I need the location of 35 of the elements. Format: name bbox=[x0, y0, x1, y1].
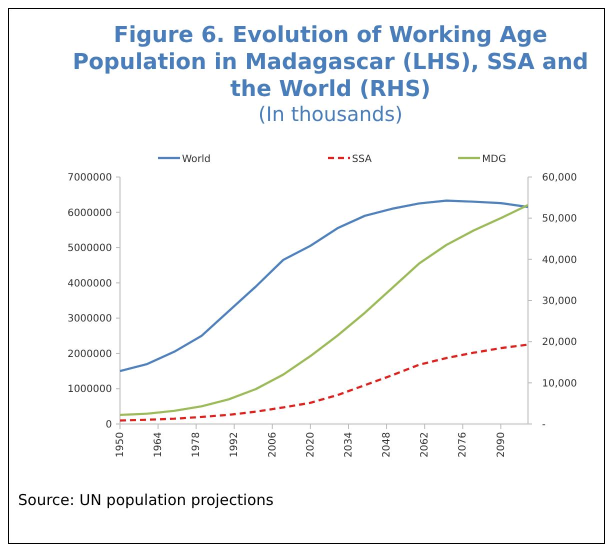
y2-tick-label: 60,000 bbox=[542, 172, 577, 184]
x-tick-label: 2020 bbox=[305, 432, 316, 458]
x-tick-label: 1978 bbox=[191, 432, 202, 458]
y-tick-label: 1000000 bbox=[67, 384, 112, 396]
y2-tick-label: 50,000 bbox=[542, 214, 577, 225]
y2-tick-label: 10,000 bbox=[542, 378, 577, 390]
y2-tick-label: 40,000 bbox=[542, 254, 577, 266]
source-note: Source: UN population projections bbox=[18, 491, 274, 509]
x-tick-label: 2090 bbox=[496, 432, 507, 458]
y-tick-label: 2000000 bbox=[67, 348, 112, 360]
x-tick-label: 1950 bbox=[115, 432, 126, 458]
y2-tick-label: 20,000 bbox=[542, 337, 577, 348]
x-tick-label: 2076 bbox=[458, 432, 469, 458]
legend-label: SSA bbox=[352, 154, 372, 165]
y2-tick-label: 30,000 bbox=[542, 296, 577, 307]
y-tick-label: 6000000 bbox=[67, 208, 112, 219]
line-series bbox=[118, 344, 530, 422]
y-tick-label: 0 bbox=[106, 420, 112, 430]
y-tick-label: 5000000 bbox=[67, 243, 112, 254]
x-tick-label: 1964 bbox=[153, 432, 164, 458]
chart-subtitle: (In thousands) bbox=[258, 102, 403, 126]
y-tick-label: 3000000 bbox=[67, 314, 112, 325]
y-tick-label: 4000000 bbox=[67, 278, 112, 290]
line-series bbox=[118, 204, 530, 416]
x-tick-label: 2048 bbox=[382, 432, 393, 458]
x-tick-label: 2006 bbox=[267, 432, 278, 458]
x-tick-label: 2034 bbox=[343, 432, 354, 458]
x-tick-label: 1992 bbox=[229, 432, 240, 458]
legend-label: World bbox=[182, 154, 211, 165]
y-tick-label: 7000000 bbox=[67, 172, 112, 184]
y2-tick-label: - bbox=[542, 420, 546, 430]
x-tick-label: 2062 bbox=[420, 432, 431, 458]
line-series bbox=[118, 200, 530, 372]
legend-label: MDG bbox=[482, 154, 506, 165]
chart-title: Figure 6. Evolution of Working Age Population in Madagascar (LHS), SSA and the World (RHS) bbox=[72, 23, 588, 102]
